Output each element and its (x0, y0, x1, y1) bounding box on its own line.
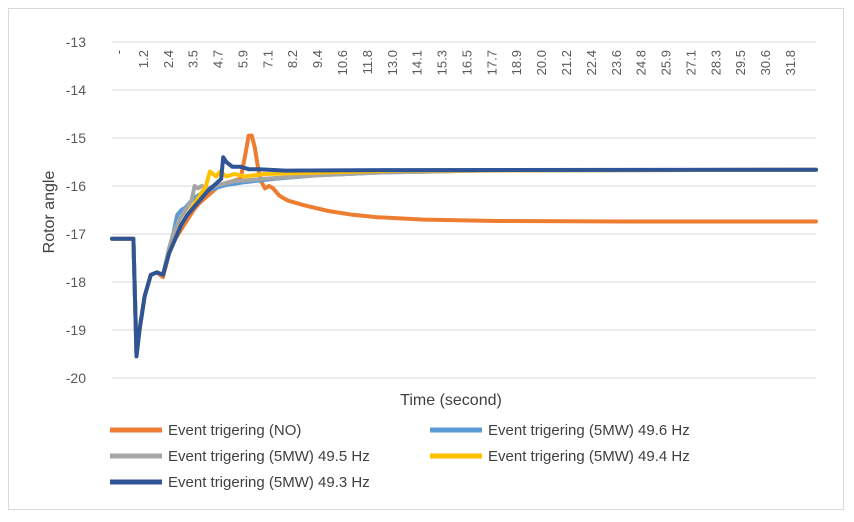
x-tick-label: 11.8 (360, 50, 375, 74)
legend-label-1: Event trigering (NO) (168, 422, 301, 439)
x-tick-label: 8.2 (285, 50, 300, 68)
legend-label-5: Event trigering (5MW) 49.3 Hz (168, 474, 370, 491)
x-tick-label: 14.1 (410, 50, 425, 75)
x-tick-label: 13.0 (385, 50, 400, 75)
x-tick-label: 10.6 (335, 50, 350, 75)
x-tick-label: 25.9 (659, 50, 674, 75)
x-tick-label: 15.3 (435, 50, 450, 75)
x-axis-title: Time (second) (400, 392, 502, 409)
y-tick-label: -15 (66, 130, 86, 146)
x-tick-label: 17.7 (484, 50, 499, 75)
x-axis-ticks: - 1.2 2.4 3.5 4.7 5.9 7.1 8.2 9.4 10.6 11.8 13.0 14.… (111, 50, 798, 75)
legend-label-2: Event trigering (5MW) 49.6 Hz (488, 422, 690, 439)
x-tick-label: 9.4 (310, 50, 325, 68)
y-tick-label: -14 (66, 82, 86, 98)
y-tick-label: -17 (66, 226, 86, 242)
y-axis-ticks: -13 -14 -15 -16 -17 -18 -19 -20 (66, 34, 86, 386)
x-tick-label: 30.6 (758, 50, 773, 75)
y-axis-title: Rotor angle (41, 171, 58, 254)
x-tick-label: 4.7 (211, 50, 226, 68)
x-tick-label: 16.5 (459, 50, 474, 75)
x-tick-label: 18.9 (509, 50, 524, 75)
x-tick-label: 28.3 (708, 50, 723, 75)
x-tick-label: 31.8 (783, 50, 798, 75)
x-tick-label: 3.5 (186, 50, 201, 68)
series-line-3 (110, 167, 818, 356)
y-tick-label: -16 (66, 178, 86, 194)
y-tick-label: -20 (66, 370, 86, 386)
y-tick-label: -18 (66, 274, 86, 290)
y-tick-label: -13 (66, 34, 86, 50)
gridlines (112, 41, 816, 379)
x-tick-label: 2.4 (161, 50, 176, 68)
x-tick-label: 23.6 (609, 50, 624, 75)
series-lines (110, 133, 818, 359)
x-tick-label: 24.8 (634, 50, 649, 75)
x-tick-label: 22.4 (584, 50, 599, 75)
y-tick-label: -19 (66, 322, 86, 338)
series-line-5 (110, 155, 818, 359)
chart-frame (8, 8, 844, 510)
series-line-4 (110, 167, 818, 356)
series-line-2 (110, 167, 818, 356)
x-tick-label: 7.1 (260, 50, 275, 68)
legend-label-4: Event trigering (5MW) 49.4 Hz (488, 448, 690, 465)
x-tick-label: 5.9 (235, 50, 250, 68)
legend-label-3: Event trigering (5MW) 49.5 Hz (168, 448, 370, 465)
legend: Event trigering (NO) Event trigering (5MW… (110, 422, 690, 491)
x-tick-label: 29.5 (733, 50, 748, 75)
x-tick-label: - (111, 50, 126, 54)
x-tick-label: 21.2 (559, 50, 574, 75)
x-tick-label: 1.2 (136, 50, 151, 68)
x-tick-label: 27.1 (683, 50, 698, 75)
x-tick-label: 20.0 (534, 50, 549, 75)
